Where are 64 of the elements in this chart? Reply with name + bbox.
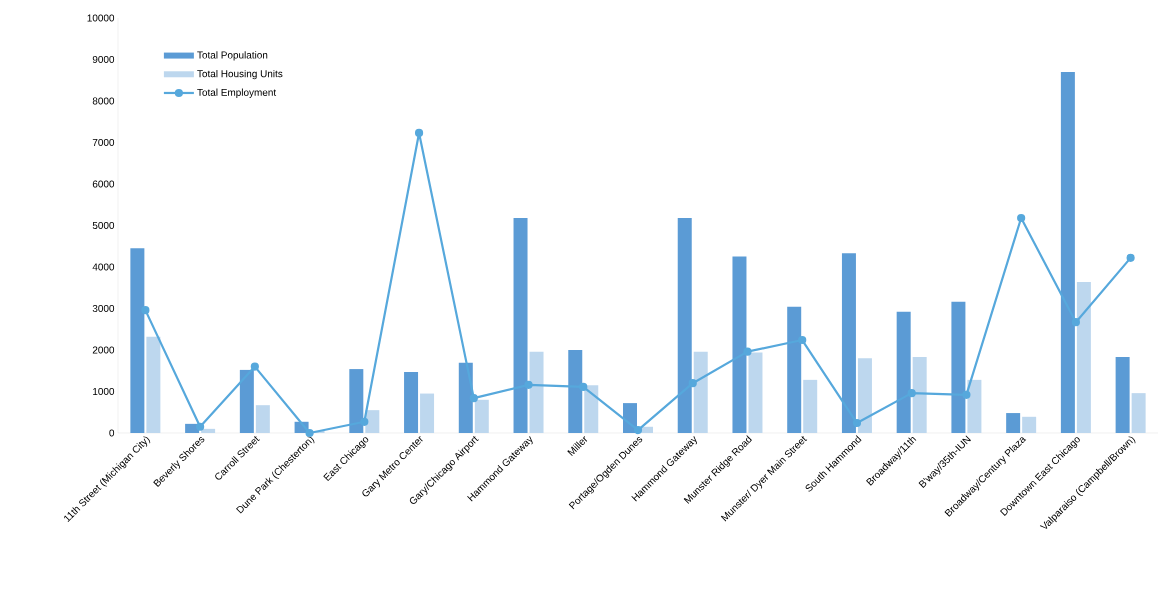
y-tick-label: 2000: [92, 346, 115, 354]
bar: [146, 336, 161, 433]
bar: [255, 405, 270, 433]
y-tick-label: 1000: [93, 387, 115, 396]
bar: [404, 371, 419, 433]
bar: [1115, 357, 1130, 433]
point: [1071, 318, 1080, 327]
bar: [896, 311, 911, 433]
bar: [513, 218, 528, 433]
point: [798, 335, 807, 345]
point: [1017, 213, 1026, 223]
point: [414, 128, 424, 138]
bar: [458, 362, 473, 433]
y-tick-label: 4000: [92, 263, 115, 271]
bar: [732, 256, 747, 433]
bar: [677, 218, 692, 433]
point: [579, 382, 588, 392]
y-tick-label: 0: [109, 429, 115, 437]
bar: [1022, 416, 1037, 433]
point: [141, 306, 150, 315]
bar: [841, 253, 856, 433]
bar: [568, 349, 583, 433]
y-tick-label: 3000: [92, 304, 115, 313]
bar: [1131, 393, 1146, 433]
point: [907, 389, 916, 398]
bar: [967, 379, 982, 433]
bar: [951, 301, 966, 433]
bar: [201, 428, 216, 433]
bar: [787, 306, 802, 433]
bar: [239, 369, 254, 433]
y-tick-label: 6000: [92, 180, 115, 188]
bar: [748, 352, 763, 433]
point: [633, 425, 643, 435]
bar: [803, 379, 818, 433]
bar: [857, 358, 872, 433]
point: [250, 362, 259, 371]
bar: [584, 385, 599, 433]
bar: [1006, 413, 1021, 433]
bar: [130, 248, 145, 433]
legend-label: Total Employment: [197, 88, 277, 98]
legend-label: Total Housing Units: [197, 69, 283, 80]
bar: [420, 393, 435, 433]
point: [962, 390, 971, 399]
bar: [474, 399, 489, 433]
point: [196, 422, 205, 431]
point: [852, 418, 862, 428]
bar: [1060, 71, 1075, 433]
bar: [1076, 281, 1091, 433]
y-tick-label: 9000: [92, 55, 115, 64]
point: [688, 379, 697, 388]
point: [360, 417, 369, 426]
point: [469, 394, 478, 403]
bar: [693, 351, 708, 433]
point: [1126, 253, 1135, 262]
y-tick-label: 10000: [87, 14, 115, 22]
bar: [349, 369, 364, 433]
legend-label: Total Population: [197, 51, 268, 61]
y-tick-label: 5000: [92, 221, 115, 230]
y-tick-label: 8000: [92, 97, 115, 105]
point: [743, 347, 752, 356]
y-tick-label: 7000: [92, 138, 115, 147]
bar: [529, 351, 544, 433]
point: [524, 380, 533, 389]
bar: [912, 357, 927, 433]
